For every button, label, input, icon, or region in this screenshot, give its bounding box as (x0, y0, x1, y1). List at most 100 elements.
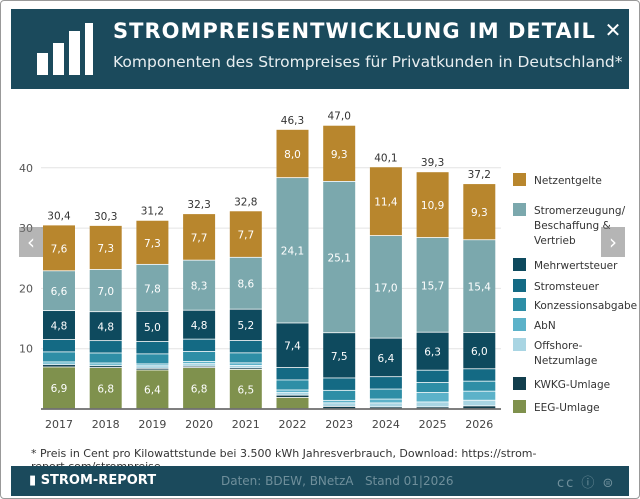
bar-segment (369, 399, 402, 403)
legend-label: Netzentgelte (534, 175, 602, 187)
bar-segment (323, 400, 356, 403)
segment-label: 4,8 (51, 320, 68, 332)
close-button[interactable]: ✕ (604, 18, 622, 42)
bar-segment (43, 367, 75, 409)
bar-segment (229, 365, 262, 368)
next-arrow-button[interactable]: › (601, 227, 625, 257)
bar-segment (43, 352, 75, 362)
y-tick-label: 10 (19, 343, 33, 356)
segment-label: 17,0 (374, 282, 397, 294)
bar-segment (323, 406, 356, 409)
bar-segment (463, 381, 496, 391)
segment-label: 6,6 (51, 286, 68, 298)
bar-segment (183, 364, 216, 366)
legend-swatch (513, 338, 526, 351)
legend-label: Stromsteuer (534, 281, 600, 293)
y-tick-label: 40 (19, 162, 33, 175)
legend-label: KWKG-Umlage (534, 379, 610, 391)
bar-segment (136, 354, 169, 364)
bar-segment (136, 311, 169, 342)
bar-segment (276, 129, 309, 178)
page-subtitle: Komponenten des Strompreises für Privatk… (113, 53, 623, 71)
bar-segment (463, 184, 496, 240)
bar-segment (369, 235, 402, 338)
legend-swatch (513, 203, 526, 216)
bar-segment (183, 367, 216, 409)
segment-label: 15,4 (468, 282, 492, 294)
bar-segment (136, 264, 169, 311)
bar-segment (89, 269, 122, 312)
bar-segment (416, 237, 449, 332)
bar-segment (369, 389, 402, 399)
bar-segment (183, 366, 216, 368)
bar-segment (416, 172, 449, 238)
bar-segment (183, 351, 216, 362)
bar-segment (229, 340, 262, 353)
legend-label: Beschaffung & (534, 220, 611, 232)
bar-segment (183, 260, 216, 310)
bar-segment (276, 323, 309, 368)
segment-label: 7,5 (331, 351, 348, 363)
legend-label: AbN (534, 320, 556, 332)
bar-segment (136, 368, 169, 370)
segment-label: 5,2 (237, 320, 254, 332)
bar-segment (463, 369, 496, 381)
bar-segment (229, 353, 262, 363)
bar-segment (183, 361, 216, 364)
bar-segment (183, 339, 216, 352)
bar-segment (136, 341, 169, 354)
bar-segment (136, 366, 169, 368)
bar-segment (89, 365, 122, 367)
segment-label: 8,3 (191, 281, 208, 293)
total-label: 47,0 (328, 111, 351, 123)
segment-label: 6,9 (51, 383, 68, 395)
bar-segment (416, 402, 449, 407)
legend-label: Offshore- (534, 340, 583, 352)
bar-segment (276, 395, 309, 398)
segment-label: 25,1 (328, 252, 351, 264)
segment-label: 7,0 (97, 286, 114, 298)
bar-segment (463, 240, 496, 333)
bar-segment (276, 393, 309, 395)
x-tick-label: 2022 (279, 418, 307, 431)
total-label: 32,3 (187, 199, 210, 211)
bar-segment (89, 353, 122, 363)
x-tick-label: 2024 (372, 418, 400, 431)
total-label: 31,2 (141, 206, 164, 218)
bar-segment (89, 363, 122, 365)
segment-label: 4,8 (191, 320, 208, 332)
bar-segment (136, 370, 169, 409)
x-tick-label: 2018 (92, 418, 120, 431)
bar-segment (89, 367, 122, 409)
bar-segment (136, 364, 169, 366)
segment-label: 24,1 (281, 246, 304, 258)
bar-segment (183, 214, 216, 260)
total-label: 40,1 (374, 152, 397, 164)
bar-segment (229, 363, 262, 366)
bar-segment (89, 225, 122, 270)
bar-segment (43, 362, 75, 364)
legend-label: Netzumlage (534, 355, 597, 367)
stacked-bar-chart: 10203040STROM-REPORT6,94,86,67,630,42017… (19, 111, 637, 431)
bar-segment (323, 333, 356, 378)
segment-label: 8,6 (237, 279, 254, 291)
legend-label: Konzessionsabgabe (534, 300, 637, 312)
bar-segment (229, 368, 262, 370)
bar-segment (416, 382, 449, 393)
segment-label: 7,3 (144, 238, 161, 250)
bar-segment (369, 403, 402, 407)
bar-segment (89, 341, 122, 353)
prev-arrow-button[interactable]: ‹ (19, 227, 43, 257)
x-tick-label: 2021 (232, 418, 260, 431)
bars-icon: ▮ (29, 473, 41, 488)
bar-segment (89, 312, 122, 341)
bar-segment (463, 406, 496, 409)
bar-segment (463, 400, 496, 406)
creative-commons-icon: cc ⓘ ⊜ (557, 476, 616, 491)
bar-segment (183, 310, 216, 339)
header: STROMPREISENTWICKLUNG IM DETAIL Komponen… (11, 9, 629, 89)
legend-swatch (513, 377, 526, 390)
bar-segment (369, 377, 402, 389)
bar-segment (43, 364, 75, 366)
